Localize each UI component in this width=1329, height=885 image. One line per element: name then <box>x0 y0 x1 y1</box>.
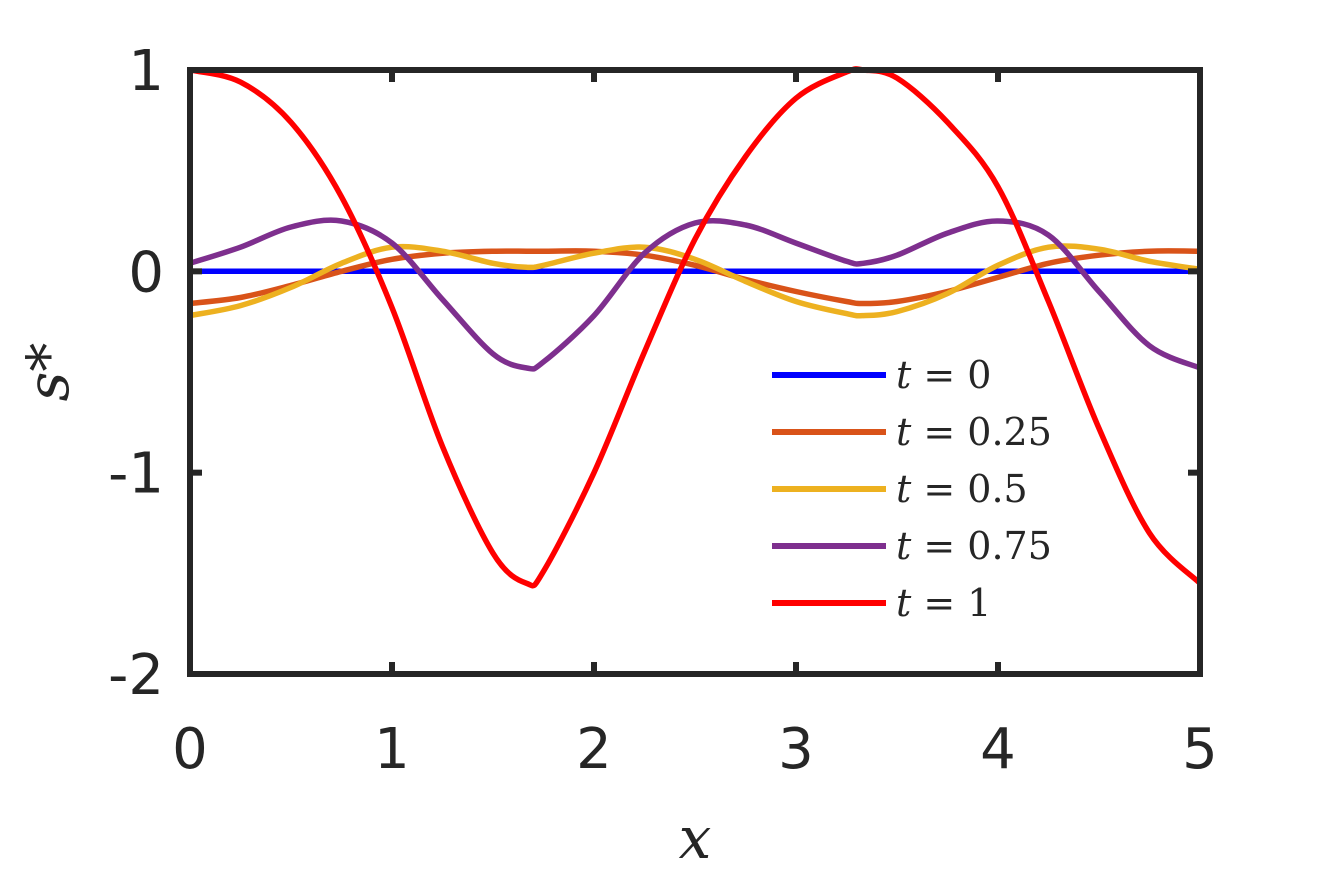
legend-label-4: t = 1 <box>896 581 991 625</box>
series-line-4 <box>187 66 1203 589</box>
series-line-3 <box>187 217 1203 372</box>
y-tick-label: 0 <box>128 240 164 305</box>
plot-frame <box>187 67 1203 677</box>
y-tick-label: 1 <box>128 39 164 104</box>
legend: t = 0 t = 0.25 t = 0.5 t = 0.75 t = 1 <box>772 353 1052 625</box>
x-tick-label: 4 <box>980 717 1016 782</box>
y-tick-label: -1 <box>108 442 164 507</box>
x-tick-label: 5 <box>1182 717 1218 782</box>
series-layer <box>187 66 1203 589</box>
series-line-1 <box>187 248 1203 307</box>
legend-label-1: t = 0.25 <box>896 410 1052 454</box>
x-tick-label: 0 <box>172 717 208 782</box>
y-axis-label: s* <box>14 343 82 402</box>
series-line-2 <box>187 243 1203 319</box>
y-tick-labels: -2 -1 0 1 <box>108 39 164 708</box>
legend-label-3: t = 0.75 <box>896 524 1052 568</box>
x-tick-labels: 0 1 2 3 4 5 <box>172 717 1218 782</box>
legend-label-2: t = 0.5 <box>896 467 1028 511</box>
y-tick-label: -2 <box>108 643 164 708</box>
x-tick-label: 3 <box>778 717 814 782</box>
legend-label-0: t = 0 <box>896 353 991 397</box>
x-axis-label: x <box>679 804 712 872</box>
x-tick-label: 1 <box>374 717 410 782</box>
x-tick-label: 2 <box>576 717 612 782</box>
